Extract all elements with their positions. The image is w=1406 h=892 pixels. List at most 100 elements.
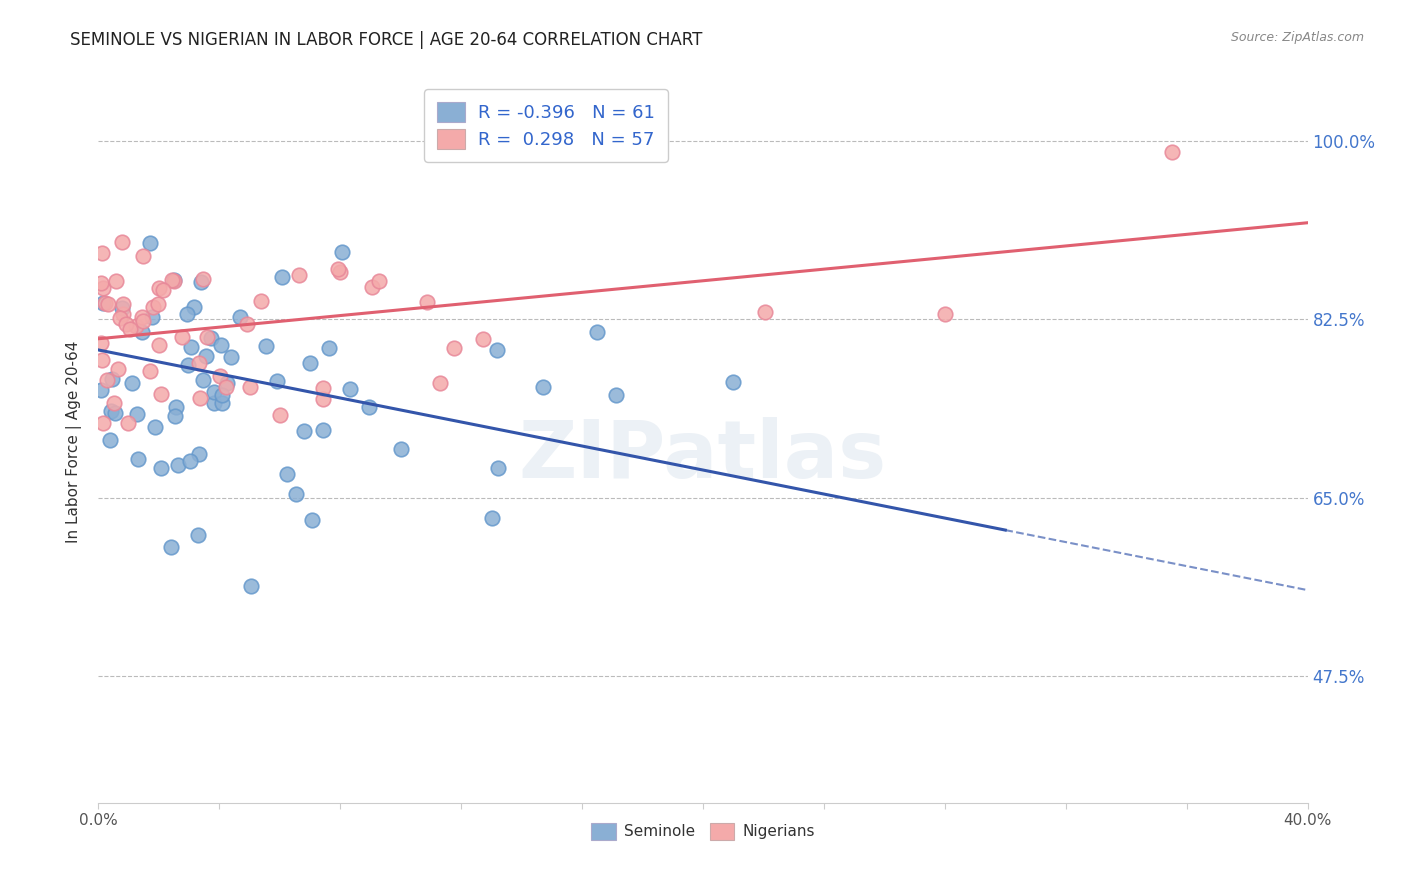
Point — [150, 387, 173, 401]
Point — [301, 512, 323, 526]
Point — [131, 325, 153, 339]
Point — [429, 376, 451, 390]
Y-axis label: In Labor Force | Age 20-64: In Labor Force | Age 20-64 — [66, 341, 83, 542]
Point — [100, 372, 122, 386]
Point — [93, 296, 115, 310]
Point — [359, 400, 381, 414]
Point — [486, 343, 509, 357]
Point — [329, 265, 352, 279]
Point — [90, 383, 112, 397]
Point — [193, 373, 215, 387]
Point — [934, 307, 956, 321]
Point — [91, 296, 114, 310]
Point — [103, 396, 125, 410]
Point — [90, 335, 112, 350]
Point — [269, 409, 291, 423]
Point — [754, 305, 776, 319]
Point — [125, 407, 148, 421]
Point — [586, 325, 609, 339]
Point — [330, 244, 353, 259]
Point — [211, 338, 233, 352]
Text: ZIPatlas: ZIPatlas — [519, 417, 887, 495]
Point — [339, 382, 361, 396]
Point — [111, 301, 134, 316]
Point — [163, 274, 186, 288]
Point — [202, 396, 225, 410]
Point — [176, 308, 198, 322]
Point — [96, 374, 118, 388]
Point — [200, 330, 222, 344]
Point — [121, 376, 143, 391]
Point — [165, 400, 187, 414]
Point — [211, 396, 233, 410]
Point — [276, 467, 298, 481]
Point — [195, 330, 218, 344]
Text: Source: ZipAtlas.com: Source: ZipAtlas.com — [1230, 31, 1364, 45]
Point — [367, 274, 389, 288]
Point — [107, 361, 129, 376]
Point — [176, 358, 198, 372]
Point — [125, 319, 148, 334]
Point — [533, 380, 555, 394]
Point — [271, 269, 294, 284]
Point — [191, 272, 214, 286]
Point — [148, 337, 170, 351]
Point — [148, 281, 170, 295]
Point — [143, 419, 166, 434]
Point — [215, 376, 238, 390]
Point — [312, 392, 335, 407]
Point — [90, 353, 112, 368]
Point — [605, 388, 627, 402]
Point — [97, 297, 120, 311]
Point — [110, 310, 132, 325]
Point — [318, 341, 340, 355]
Point — [443, 341, 465, 355]
Point — [312, 423, 335, 437]
Point — [240, 579, 263, 593]
Point — [292, 424, 315, 438]
Point — [132, 249, 155, 263]
Point — [163, 273, 186, 287]
Point — [91, 416, 114, 430]
Point — [167, 458, 190, 472]
Point — [239, 380, 262, 394]
Point — [165, 409, 187, 424]
Point — [486, 461, 509, 475]
Point — [111, 235, 134, 249]
Point — [1160, 145, 1182, 159]
Point — [90, 277, 112, 291]
Point — [211, 387, 233, 401]
Point — [288, 268, 311, 283]
Point — [249, 294, 271, 309]
Point — [159, 540, 181, 554]
Point — [229, 310, 252, 325]
Point — [170, 330, 193, 344]
Point — [111, 297, 134, 311]
Point — [180, 340, 202, 354]
Text: SEMINOLE VS NIGERIAN IN LABOR FORCE | AGE 20-64 CORRELATION CHART: SEMINOLE VS NIGERIAN IN LABOR FORCE | AG… — [70, 31, 703, 49]
Point — [202, 385, 225, 400]
Point — [139, 364, 162, 378]
Point — [98, 434, 121, 448]
Point — [139, 236, 162, 251]
Point — [416, 294, 439, 309]
Point — [131, 310, 153, 324]
Point — [481, 511, 503, 525]
Point — [114, 317, 136, 331]
Point — [188, 391, 211, 405]
Point — [146, 297, 169, 311]
Point — [361, 280, 384, 294]
Point — [190, 275, 212, 289]
Point — [160, 272, 183, 286]
Point — [721, 376, 744, 390]
Point — [471, 332, 494, 346]
Point — [389, 442, 412, 456]
Point — [142, 300, 165, 314]
Point — [117, 417, 139, 431]
Point — [131, 314, 153, 328]
Point — [195, 349, 218, 363]
Point — [100, 403, 122, 417]
Point — [152, 283, 174, 297]
Point — [236, 317, 259, 331]
Point — [179, 454, 201, 468]
